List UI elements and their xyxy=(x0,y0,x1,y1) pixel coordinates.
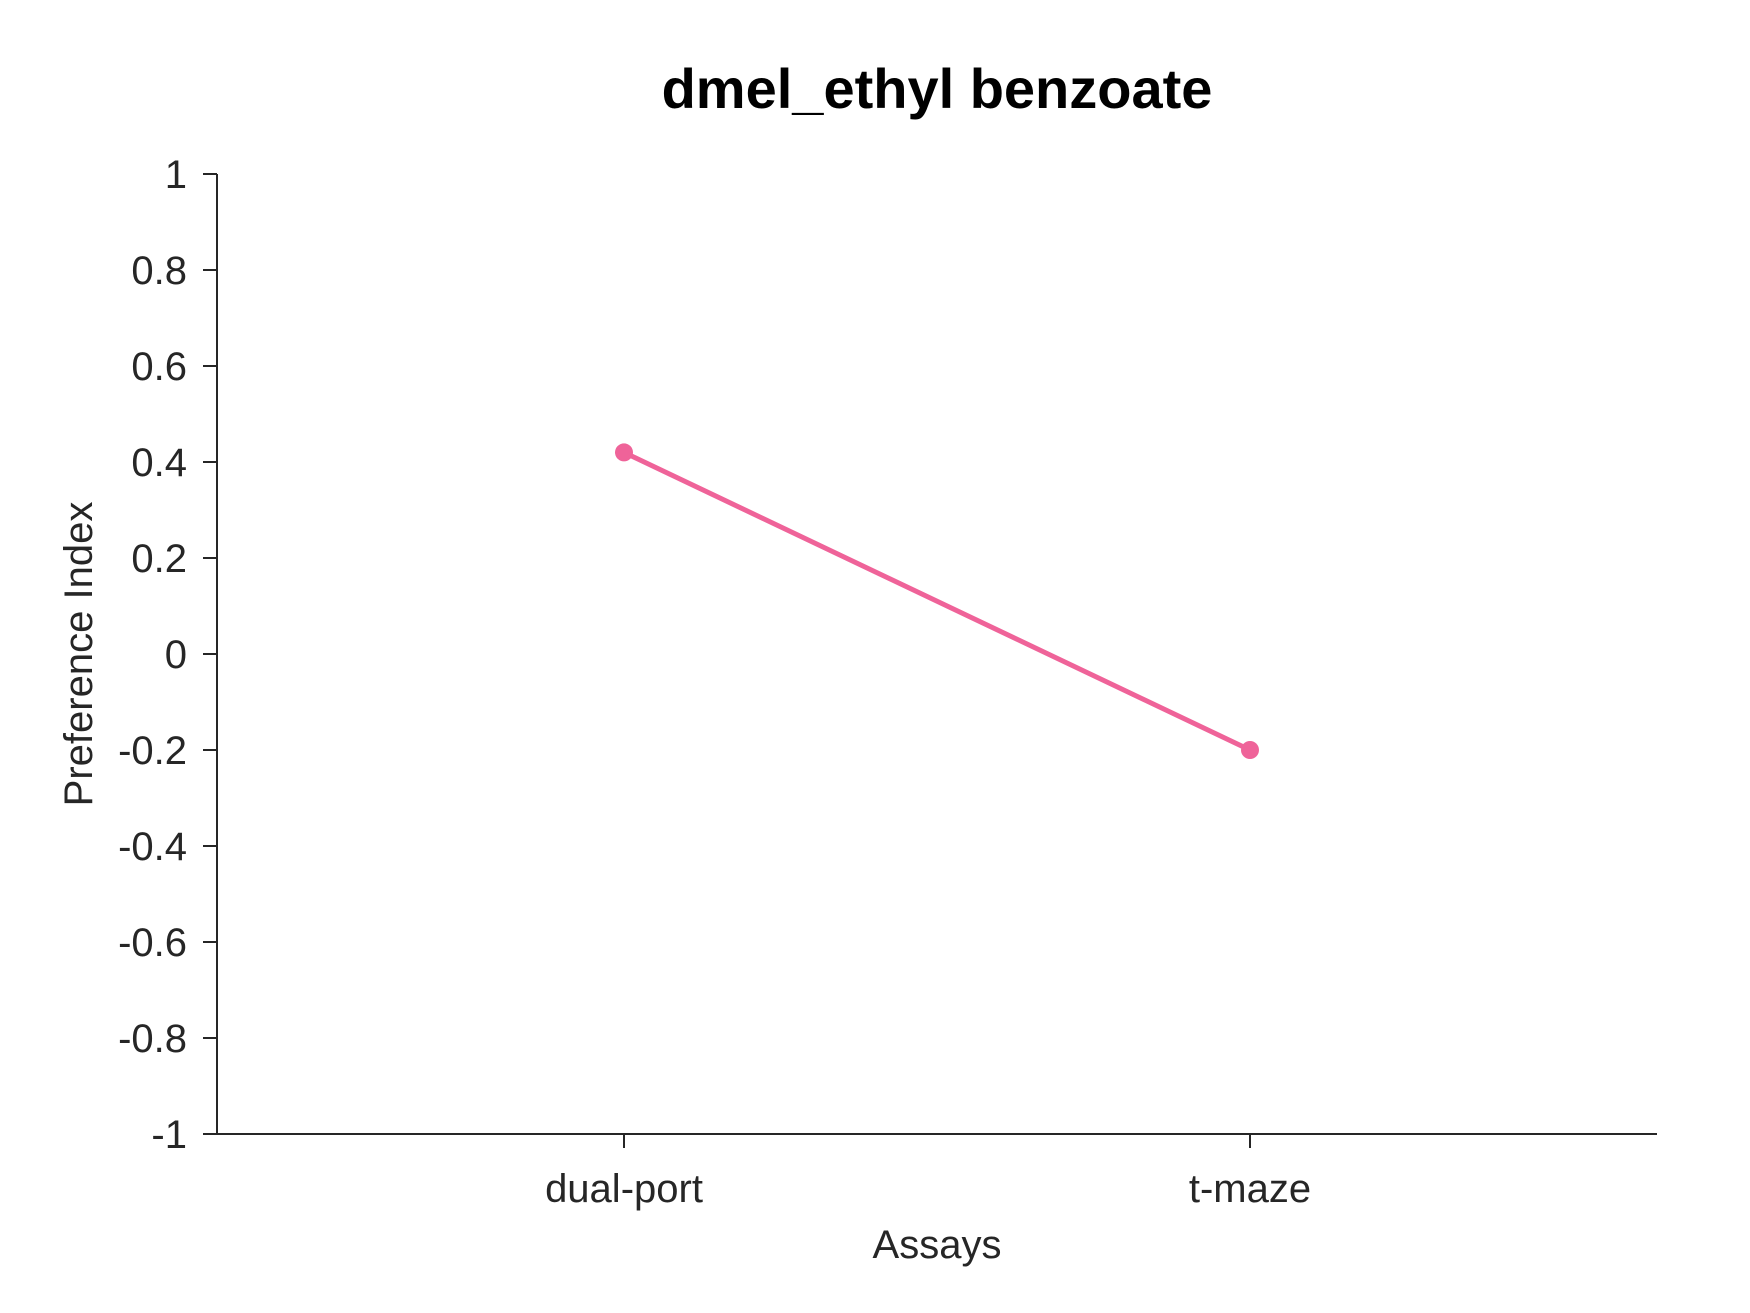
y-tick-label: 0 xyxy=(165,633,187,677)
y-tick-label: 0.8 xyxy=(131,249,187,293)
x-tick-label: t-maze xyxy=(1189,1167,1311,1211)
y-tick-label: 0.2 xyxy=(131,537,187,581)
y-tick-label: -0.4 xyxy=(118,825,187,869)
y-axis-ticks: 1 0.8 0.6 0.4 0.2 0 -0.2 -0.4 -0.6 -0.8 -1 xyxy=(118,153,217,1157)
series-line xyxy=(621,449,1253,753)
y-tick-label: -0.8 xyxy=(118,1017,187,1061)
chart-title: dmel_ethyl benzoate xyxy=(662,57,1213,120)
data-point xyxy=(615,443,633,462)
y-tick-label: 1 xyxy=(165,153,187,197)
series-layer xyxy=(615,443,1259,759)
data-point xyxy=(1241,741,1259,759)
x-axis-label: Assays xyxy=(873,1223,1002,1267)
y-tick-label: -0.2 xyxy=(118,729,187,773)
y-tick-label: -1 xyxy=(151,1113,187,1157)
x-axis-ticks: dual-port t-maze xyxy=(545,1134,1311,1211)
y-axis-label: Preference Index xyxy=(57,502,101,807)
y-tick-label: 0.4 xyxy=(131,441,187,485)
y-tick-label: -0.6 xyxy=(118,921,187,965)
x-tick-label: dual-port xyxy=(545,1167,703,1211)
y-tick-label: 0.6 xyxy=(131,345,187,389)
